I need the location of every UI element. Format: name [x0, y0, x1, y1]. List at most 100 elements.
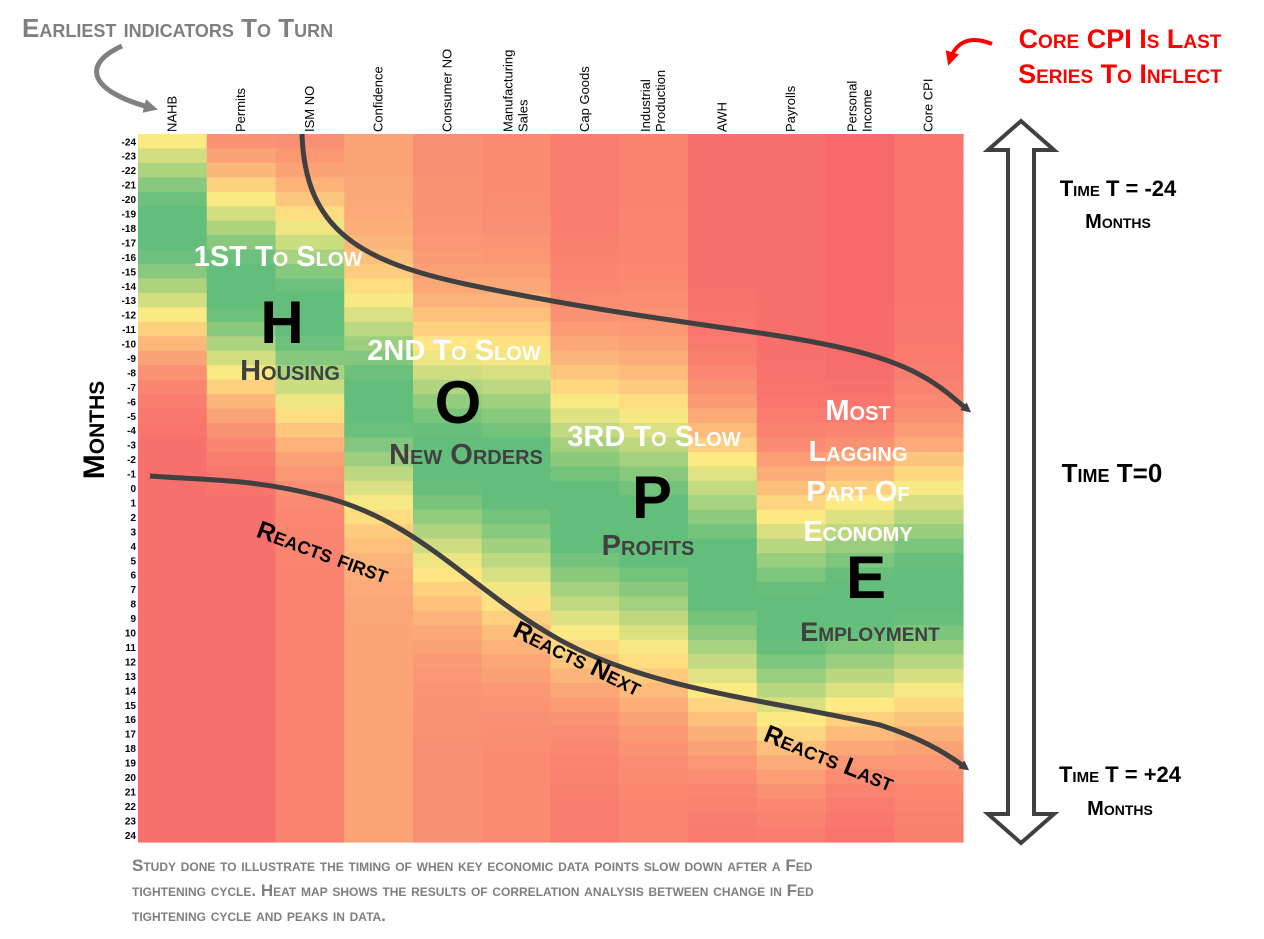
- heatmap-cell: [894, 264, 964, 280]
- heatmap-cell: [413, 408, 483, 424]
- heatmap-cell: [481, 769, 552, 785]
- heatmap-cell: [756, 177, 827, 193]
- heatmap-cell: [413, 668, 483, 684]
- column-label-text: Permits: [233, 87, 248, 132]
- heatmap-cell: [550, 148, 620, 164]
- heatmap-cell: [275, 596, 345, 612]
- heatmap-cell: [825, 726, 895, 742]
- heatmap-cell: [138, 264, 208, 280]
- heatmap-cell: [894, 610, 964, 626]
- heatmap-cell: [481, 697, 552, 713]
- column-label: NAHB: [164, 96, 179, 132]
- heatmap-cell: [344, 264, 414, 280]
- row-label: -9: [127, 354, 136, 365]
- heatmap-cell: [894, 813, 964, 829]
- heatmap-cell: [688, 784, 758, 800]
- heatmap-cell: [138, 394, 208, 410]
- heatmap-cell: [206, 264, 277, 280]
- heatmap-cell: [206, 350, 277, 366]
- heatmap-cell: [619, 755, 689, 771]
- row-label: 22: [125, 802, 137, 813]
- letter-h: H: [260, 289, 303, 356]
- heatmap-cell: [344, 379, 414, 395]
- heatmap-cell: [344, 321, 414, 337]
- column-label-text: Income: [859, 89, 874, 132]
- row-label: -21: [122, 181, 137, 192]
- heatmap-cell: [756, 625, 827, 641]
- heatmap-cell: [275, 784, 345, 800]
- heatmap-cell: [206, 437, 277, 453]
- heatmap-cell: [619, 365, 689, 381]
- heatmap-cell: [550, 683, 620, 699]
- heatmap-cell: [206, 408, 277, 424]
- row-label: 7: [130, 585, 136, 596]
- heatmap-cell: [825, 524, 895, 540]
- heatmap-cell: [413, 769, 483, 785]
- heatmap-cell: [481, 726, 552, 742]
- heatmap-cell: [756, 509, 827, 525]
- heatmap-cell: [894, 683, 964, 699]
- lower-timing-curve: [149, 473, 970, 771]
- heatmap-cell: [413, 365, 483, 381]
- heatmap-cell: [825, 220, 895, 236]
- heatmap-cell: [756, 451, 827, 467]
- row-label: -3: [127, 441, 136, 452]
- heatmap-cell: [756, 610, 827, 626]
- row-label: 11: [125, 643, 136, 654]
- heatmap-cell: [413, 784, 483, 800]
- heatmap-cell: [756, 784, 827, 800]
- heatmap-cell: [894, 162, 964, 178]
- heatmap-cell: [756, 755, 827, 771]
- heatmap-cell: [413, 134, 483, 150]
- most-lagging-line3: Part Of: [806, 476, 909, 508]
- heatmap-cell: [756, 524, 827, 540]
- heatmap-cell: [413, 177, 483, 193]
- row-label: -17: [122, 238, 137, 249]
- heatmap-cell: [756, 683, 827, 699]
- row-label: 9: [130, 614, 136, 625]
- heatmap-cell: [619, 321, 689, 337]
- heatmap-cell: [206, 610, 277, 626]
- heatmap-cell: [688, 711, 758, 728]
- heatmap-cell: [413, 394, 483, 410]
- heatmap-cell: [344, 668, 414, 684]
- heatmap-cell: [756, 668, 827, 684]
- heatmap-cell: [894, 827, 964, 843]
- heatmap-cell: [413, 235, 483, 251]
- heatmap-cell: [825, 697, 895, 713]
- heatmap-cell: [413, 740, 483, 756]
- heatmap-cell: [550, 538, 620, 554]
- heatmap-cell: [481, 740, 552, 756]
- heatmap-cell: [756, 264, 827, 280]
- heatmap-cell: [206, 148, 277, 164]
- heatmap-cell: [825, 191, 895, 207]
- heatmap-cell: [275, 668, 345, 684]
- heatmap-cell: [413, 162, 483, 178]
- heatmap-cell: [481, 235, 552, 251]
- heatmap-cell: [550, 350, 620, 366]
- heatmap-cell: [275, 336, 345, 352]
- heatmap-cell: [413, 220, 483, 236]
- heatmap-cell: [413, 683, 483, 699]
- heatmap-cell: [481, 350, 552, 366]
- heatmap-cell: [481, 162, 552, 178]
- heatmap-cell: [413, 495, 483, 511]
- heatmap-cell: [413, 755, 483, 771]
- heatmap-cell: [688, 220, 758, 236]
- time-zero-label: Time T=0: [1062, 458, 1163, 488]
- earliest-indicators-arrow: [94, 43, 158, 113]
- heatmap-cell: [688, 813, 758, 829]
- heatmap-cell: [756, 350, 827, 366]
- heatmap-cell: [275, 769, 345, 785]
- heatmap-cell: [138, 639, 208, 655]
- heatmap-cell: [688, 249, 758, 265]
- heatmap-cell: [825, 336, 895, 352]
- heatmap-cell: [206, 683, 277, 699]
- heatmap-cell: [344, 292, 414, 308]
- heatmap-cell: [825, 509, 895, 525]
- heatmap-cell: [138, 740, 208, 756]
- heatmap-cell: [619, 191, 689, 207]
- column-label: Industrial Production: [638, 70, 668, 132]
- heatmap-cell: [894, 422, 964, 439]
- heatmap-cell: [894, 798, 964, 814]
